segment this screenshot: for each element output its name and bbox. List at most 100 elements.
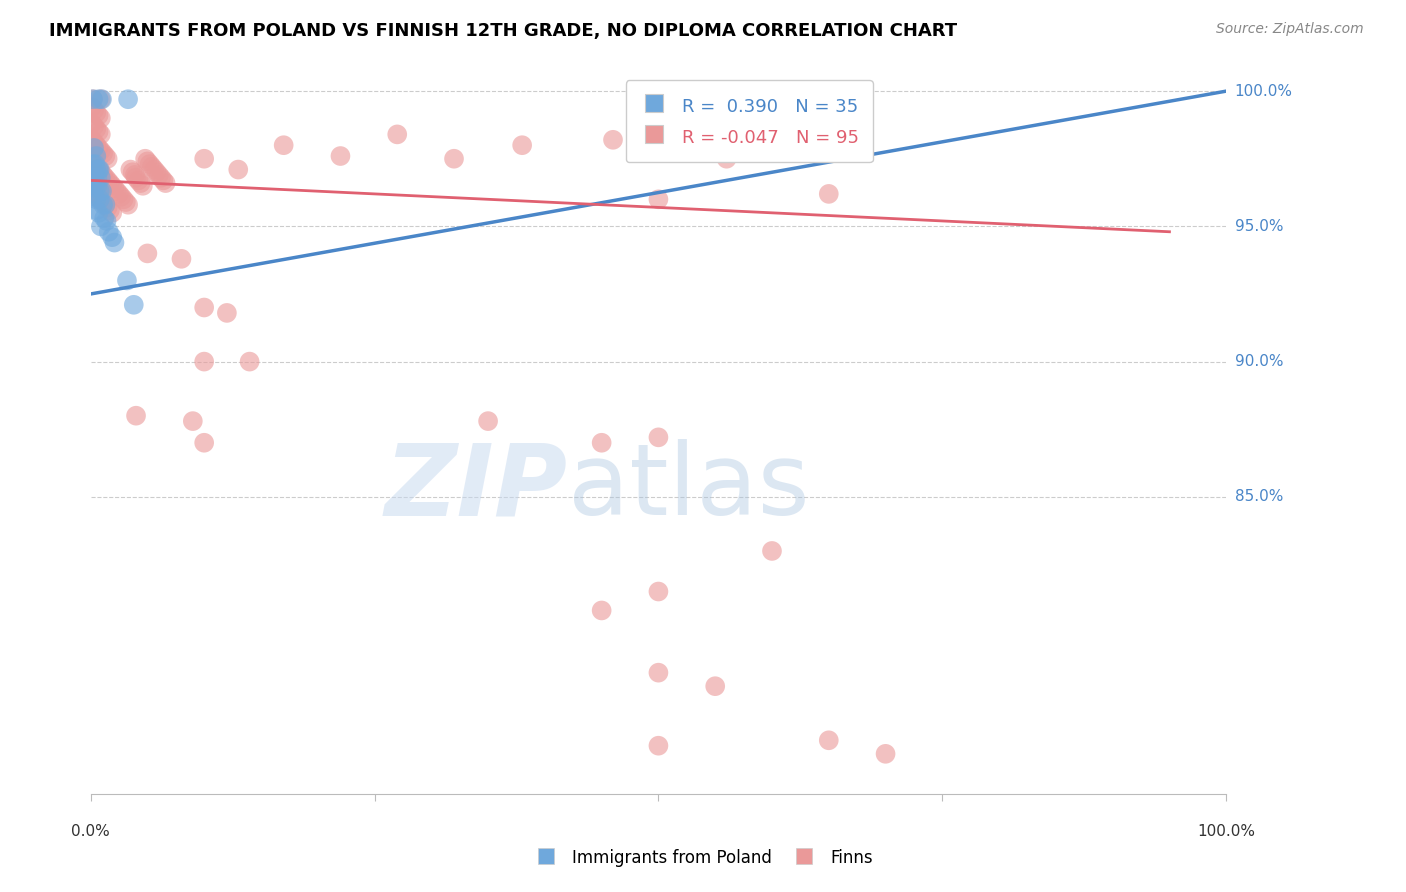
Point <box>112 192 135 206</box>
Text: Source: ZipAtlas.com: Source: ZipAtlas.com <box>1216 22 1364 37</box>
Point <box>86 170 108 185</box>
Point <box>80 133 103 147</box>
Point <box>647 665 669 680</box>
Point <box>117 92 139 106</box>
Point <box>761 544 783 558</box>
Point <box>87 141 110 155</box>
Point <box>91 184 114 198</box>
Point <box>90 170 112 185</box>
Point <box>94 198 117 212</box>
Point <box>193 354 215 368</box>
Point <box>193 301 215 315</box>
Legend: Immigrants from Poland, Finns: Immigrants from Poland, Finns <box>527 841 879 875</box>
Point <box>127 173 149 187</box>
Point <box>94 149 117 163</box>
Point <box>84 149 107 163</box>
Point <box>93 211 115 226</box>
Point <box>83 120 105 134</box>
Point <box>91 198 114 212</box>
Point <box>86 178 108 193</box>
Point <box>114 194 136 209</box>
Point <box>704 679 727 693</box>
Point <box>84 157 107 171</box>
Point <box>117 198 139 212</box>
Point <box>83 136 105 150</box>
Point <box>84 178 107 193</box>
Point <box>477 414 499 428</box>
Point <box>121 165 143 179</box>
Point <box>80 100 103 114</box>
Point <box>87 162 110 177</box>
Point <box>90 128 112 142</box>
Point <box>83 141 105 155</box>
Point <box>273 138 295 153</box>
Point <box>97 225 120 239</box>
Point <box>817 186 839 201</box>
Point <box>84 186 107 201</box>
Point <box>90 165 112 179</box>
Point <box>125 170 148 185</box>
Point <box>83 103 105 117</box>
Point <box>80 181 103 195</box>
Point <box>84 138 107 153</box>
Point <box>84 203 107 218</box>
Point <box>817 733 839 747</box>
Point <box>83 184 105 198</box>
Point <box>155 176 177 190</box>
Point <box>98 176 121 190</box>
Point <box>82 178 104 193</box>
Point <box>122 298 145 312</box>
Point <box>87 108 110 122</box>
Point <box>129 176 152 190</box>
Point <box>83 157 105 171</box>
Point <box>101 206 124 220</box>
Point <box>143 162 166 177</box>
Point <box>817 92 839 106</box>
Point <box>91 92 114 106</box>
Point <box>138 157 160 171</box>
Point <box>443 152 465 166</box>
Point <box>716 152 738 166</box>
Point <box>90 219 112 234</box>
Point <box>91 194 114 209</box>
Text: 100.0%: 100.0% <box>1234 84 1292 99</box>
Point <box>647 584 669 599</box>
Point <box>83 170 105 185</box>
Point <box>87 189 110 203</box>
Point <box>80 154 103 169</box>
Text: IMMIGRANTS FROM POLAND VS FINNISH 12TH GRADE, NO DIPLOMA CORRELATION CHART: IMMIGRANTS FROM POLAND VS FINNISH 12TH G… <box>49 22 957 40</box>
Text: 0.0%: 0.0% <box>72 823 110 838</box>
Point <box>591 603 613 617</box>
Point <box>148 168 170 182</box>
Point <box>84 105 107 120</box>
Point <box>89 184 111 198</box>
Point <box>89 162 111 177</box>
Text: 90.0%: 90.0% <box>1234 354 1284 369</box>
Point <box>124 168 146 182</box>
Text: atlas: atlas <box>568 439 810 536</box>
Point <box>91 168 114 182</box>
Point <box>329 149 352 163</box>
Point <box>83 189 105 203</box>
Point <box>105 184 128 198</box>
Point <box>510 138 533 153</box>
Text: 95.0%: 95.0% <box>1234 219 1284 234</box>
Point <box>82 92 104 106</box>
Point <box>108 186 131 201</box>
Point <box>103 181 125 195</box>
Point <box>90 92 112 106</box>
Point <box>84 192 107 206</box>
Point <box>136 154 159 169</box>
Point <box>97 173 120 187</box>
Point <box>97 152 120 166</box>
Point <box>80 117 103 131</box>
Point <box>84 122 107 136</box>
Point <box>875 747 897 761</box>
Point <box>193 435 215 450</box>
Point <box>101 230 124 244</box>
Point <box>226 162 249 177</box>
Text: 85.0%: 85.0% <box>1234 490 1282 504</box>
Point <box>134 152 156 166</box>
Point <box>215 306 238 320</box>
Point <box>647 192 669 206</box>
